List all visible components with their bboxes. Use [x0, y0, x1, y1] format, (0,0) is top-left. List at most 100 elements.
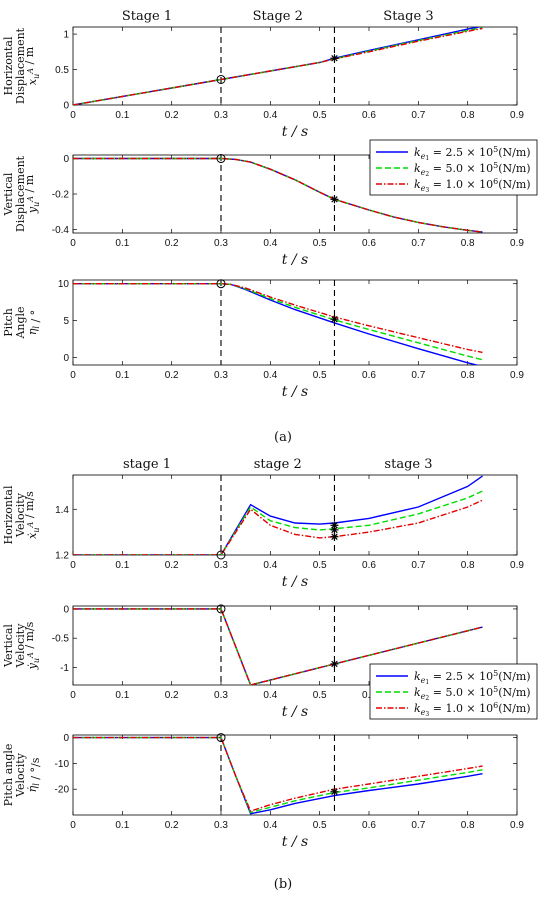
- y-axis-label: Vertical Velocity ẏuA / m/s: [2, 621, 41, 670]
- legend-label-3: ke3 = 1.0 × 106(N/m): [414, 701, 531, 718]
- y-tick-label: 0: [63, 154, 69, 165]
- figure-label-b: (b): [274, 877, 292, 892]
- x-tick-label: 0.4: [263, 820, 277, 831]
- x-tick-label: 0.2: [165, 370, 179, 381]
- legend-box: [369, 663, 538, 720]
- legend: ke1 = 2.5 × 105(N/m) ke2 = 5.0 × 105(N/m…: [369, 663, 538, 720]
- series-group: [73, 27, 483, 105]
- stage-label: Stage 1: [122, 9, 172, 24]
- x-tick-label: 0.9: [510, 820, 524, 831]
- y-axis-label-line: xuA / m: [23, 46, 41, 85]
- x-tick-label: 0: [70, 238, 76, 249]
- x-tick-label: 0.5: [313, 238, 327, 249]
- series-line-2: [73, 27, 483, 105]
- x-tick-label: 0.7: [411, 238, 425, 249]
- legend-label-1: ke1 = 2.5 × 105(N/m): [414, 145, 531, 162]
- legend-label-2: ke2 = 5.0 × 105(N/m): [414, 685, 531, 702]
- y-axis-label-line: Vertical: [2, 172, 15, 216]
- x-tick-label: 0.6: [362, 370, 376, 381]
- legend-label-1: ke1 = 2.5 × 105(N/m): [414, 669, 531, 686]
- y-tick-label: 0: [63, 604, 69, 615]
- marker-circle: [216, 154, 226, 164]
- x-tick-label: 0.5: [313, 820, 327, 831]
- x-tick-label: 0.8: [461, 820, 475, 831]
- series-line-1: [73, 475, 483, 555]
- y-tick-label: -1: [60, 663, 69, 674]
- x-tick-label: 0.3: [214, 820, 228, 831]
- stage-label: Stage 2: [253, 9, 303, 24]
- marker-star-d2: [331, 788, 338, 795]
- series-line-2: [73, 490, 483, 555]
- marker-circle: [216, 74, 226, 84]
- x-tick-label: 0.9: [510, 110, 524, 121]
- x-tick-label: 0.1: [115, 690, 129, 701]
- y-tick-label: 0.5: [55, 65, 69, 76]
- y-axis-label-line: Velocity: [14, 752, 27, 798]
- x-tick-label: 0.4: [263, 370, 277, 381]
- y-axis-label-line: yuA / m: [23, 174, 41, 214]
- y-axis-label: Vertical Displacement yuA / m: [2, 155, 41, 232]
- x-tick-label: 0.8: [461, 110, 475, 121]
- y-axis-label-line: ẋuA / m/s: [23, 491, 41, 539]
- y-tick-label: -10: [55, 759, 70, 770]
- x-tick-label: 0.6: [362, 560, 376, 571]
- x-tick-label: 0.9: [510, 560, 524, 571]
- series-group: [73, 475, 483, 555]
- series-line-3: [73, 283, 483, 354]
- y-axis-label-line: η̇l / °/s: [26, 757, 42, 792]
- x-tick-label: 0.2: [165, 238, 179, 249]
- x-tick-label: 0.3: [214, 690, 228, 701]
- y-tick-label: 1.4: [55, 505, 69, 516]
- marker-star-d2: [331, 54, 338, 62]
- axes-box: [72, 279, 518, 366]
- y-axis-label: Horizontal Velocity ẋuA / m/s: [2, 485, 41, 544]
- series-group: [73, 608, 483, 685]
- legend-label-2: ke2 = 5.0 × 105(N/m): [414, 161, 531, 178]
- x-tick-label: 0: [70, 690, 76, 701]
- y-tick-label: -0.5: [52, 634, 70, 645]
- x-tick-label: 0.5: [313, 370, 327, 381]
- y-tick-label: 5: [63, 316, 69, 327]
- series-line-1: [73, 283, 480, 365]
- x-tick-label: 0.1: [115, 820, 129, 831]
- x-tick-label: 0.8: [461, 560, 475, 571]
- series-line-3: [73, 157, 483, 233]
- stage-label: stage 1: [123, 457, 171, 472]
- y-tick-label: 1: [63, 30, 69, 41]
- y-tick-label: 0: [63, 353, 69, 364]
- x-tick-label: 0.4: [263, 110, 277, 121]
- series-line-2: [73, 283, 483, 361]
- x-axis-label: t / s: [282, 252, 308, 268]
- x-tick-label: 0.3: [214, 110, 228, 121]
- x-tick-label: 0.6: [362, 690, 376, 701]
- x-axis-label: t / s: [282, 834, 308, 850]
- y-axis-label-line: Velocity: [14, 492, 27, 538]
- marker-star-d2: [331, 526, 338, 534]
- x-tick-label: 0.6: [362, 238, 376, 249]
- x-tick-label: 0.5: [313, 690, 327, 701]
- x-tick-label: 0.8: [461, 238, 475, 249]
- stage-label: Stage 3: [383, 9, 433, 24]
- y-axis-label-line: Velocity: [14, 623, 27, 669]
- x-tick-label: 0.7: [411, 110, 425, 121]
- x-tick-label: 0.6: [362, 820, 376, 831]
- x-axis-label: t / s: [282, 574, 308, 590]
- y-tick-label: -0.2: [52, 190, 70, 201]
- marker-star-d2: [331, 196, 338, 203]
- y-tick-label: -20: [55, 785, 70, 796]
- y-tick-label: 10: [58, 279, 70, 290]
- x-tick-label: 0: [70, 820, 76, 831]
- y-axis-label-line: ηl / °: [26, 310, 42, 335]
- x-tick-label: 0.8: [461, 370, 475, 381]
- x-tick-label: 0: [70, 370, 76, 381]
- legend: ke1 = 2.5 × 105(N/m) ke2 = 5.0 × 105(N/m…: [369, 139, 538, 196]
- series-line-1: [73, 608, 483, 685]
- x-tick-label: 0.5: [313, 110, 327, 121]
- y-axis-label-line: Pitch: [2, 308, 15, 337]
- x-tick-label: 0: [70, 110, 76, 121]
- y-axis-label-line: Pitch angle: [2, 744, 15, 807]
- y-axis-label-line: Horizontal: [2, 485, 15, 544]
- y-axis-label-line: ẏuA / m/s: [23, 621, 41, 670]
- chart-panel-b3: 0 0.1 0.2 0.3 0.4 0.5 0.6 0.7 0.8 0.9 0 -10 -20 Pitch…: [2, 733, 524, 850]
